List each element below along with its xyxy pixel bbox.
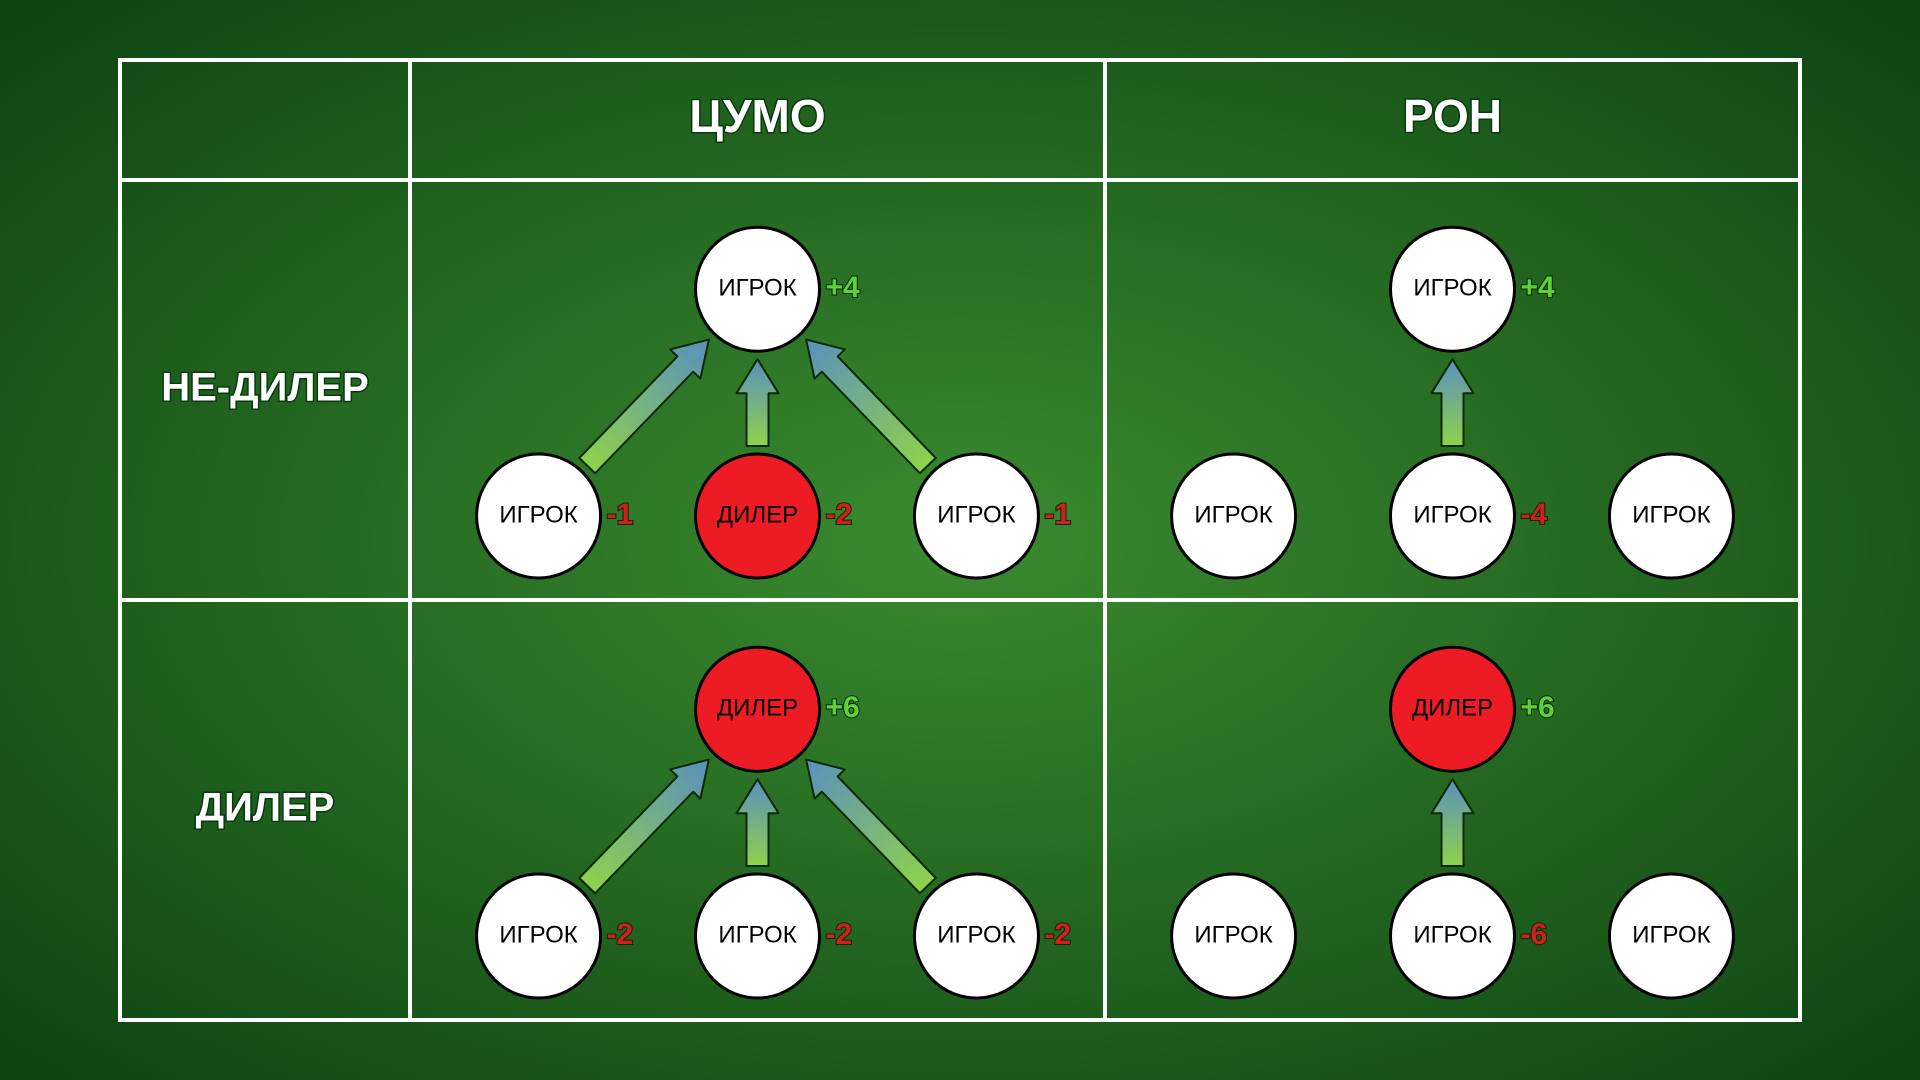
player-node: ИГРОК	[1609, 454, 1733, 578]
node-label: ИГРОК	[937, 921, 1015, 948]
node-label: ИГРОК	[499, 501, 577, 528]
node-label: ИГРОК	[1413, 921, 1491, 948]
score-label: +6	[1521, 691, 1555, 724]
score-label: -1	[607, 498, 634, 531]
node-label: ДИЛЕР	[717, 501, 798, 528]
node-label: ИГРОК	[718, 275, 796, 302]
node-label: ИГРОК	[499, 921, 577, 948]
player-node: ИГРОК	[1172, 454, 1296, 578]
node-label: ИГРОК	[1632, 501, 1710, 528]
row-header: ДИЛЕР	[196, 786, 335, 830]
node-label: ИГРОК	[1194, 921, 1272, 948]
score-label: -6	[1521, 918, 1548, 951]
node-label: ИГРОК	[1632, 921, 1710, 948]
score-label: -4	[1521, 498, 1548, 531]
score-label: -1	[1044, 498, 1071, 531]
node-label: ИГРОК	[1194, 501, 1272, 528]
player-node: ИГРОК	[1609, 874, 1733, 998]
score-label: +6	[826, 691, 860, 724]
column-header: ЦУМО	[689, 90, 825, 142]
score-label: -2	[607, 918, 634, 951]
node-label: ИГРОК	[1413, 275, 1491, 302]
score-label: -2	[826, 918, 853, 951]
diagram-root: ЦУМО РОН НЕ-ДИЛЕР ДИЛЕР ИГРОК +4 ИГРОК -1 ДИЛЕР -…	[0, 0, 1920, 1080]
node-label: ДИЛЕР	[717, 695, 798, 722]
node-label: ИГРОК	[1413, 501, 1491, 528]
column-header: РОН	[1403, 90, 1502, 142]
row-header: НЕ-ДИЛЕР	[161, 366, 369, 410]
score-label: +4	[826, 271, 861, 304]
score-label: -2	[826, 498, 853, 531]
node-label: ДИЛЕР	[1412, 695, 1493, 722]
score-label: -2	[1044, 918, 1071, 951]
score-label: +4	[1521, 271, 1556, 304]
node-label: ИГРОК	[937, 501, 1015, 528]
node-label: ИГРОК	[718, 921, 796, 948]
diagram-svg: ЦУМО РОН НЕ-ДИЛЕР ДИЛЕР ИГРОК +4 ИГРОК -1 ДИЛЕР -…	[0, 0, 1920, 1080]
player-node: ИГРОК	[1172, 874, 1296, 998]
